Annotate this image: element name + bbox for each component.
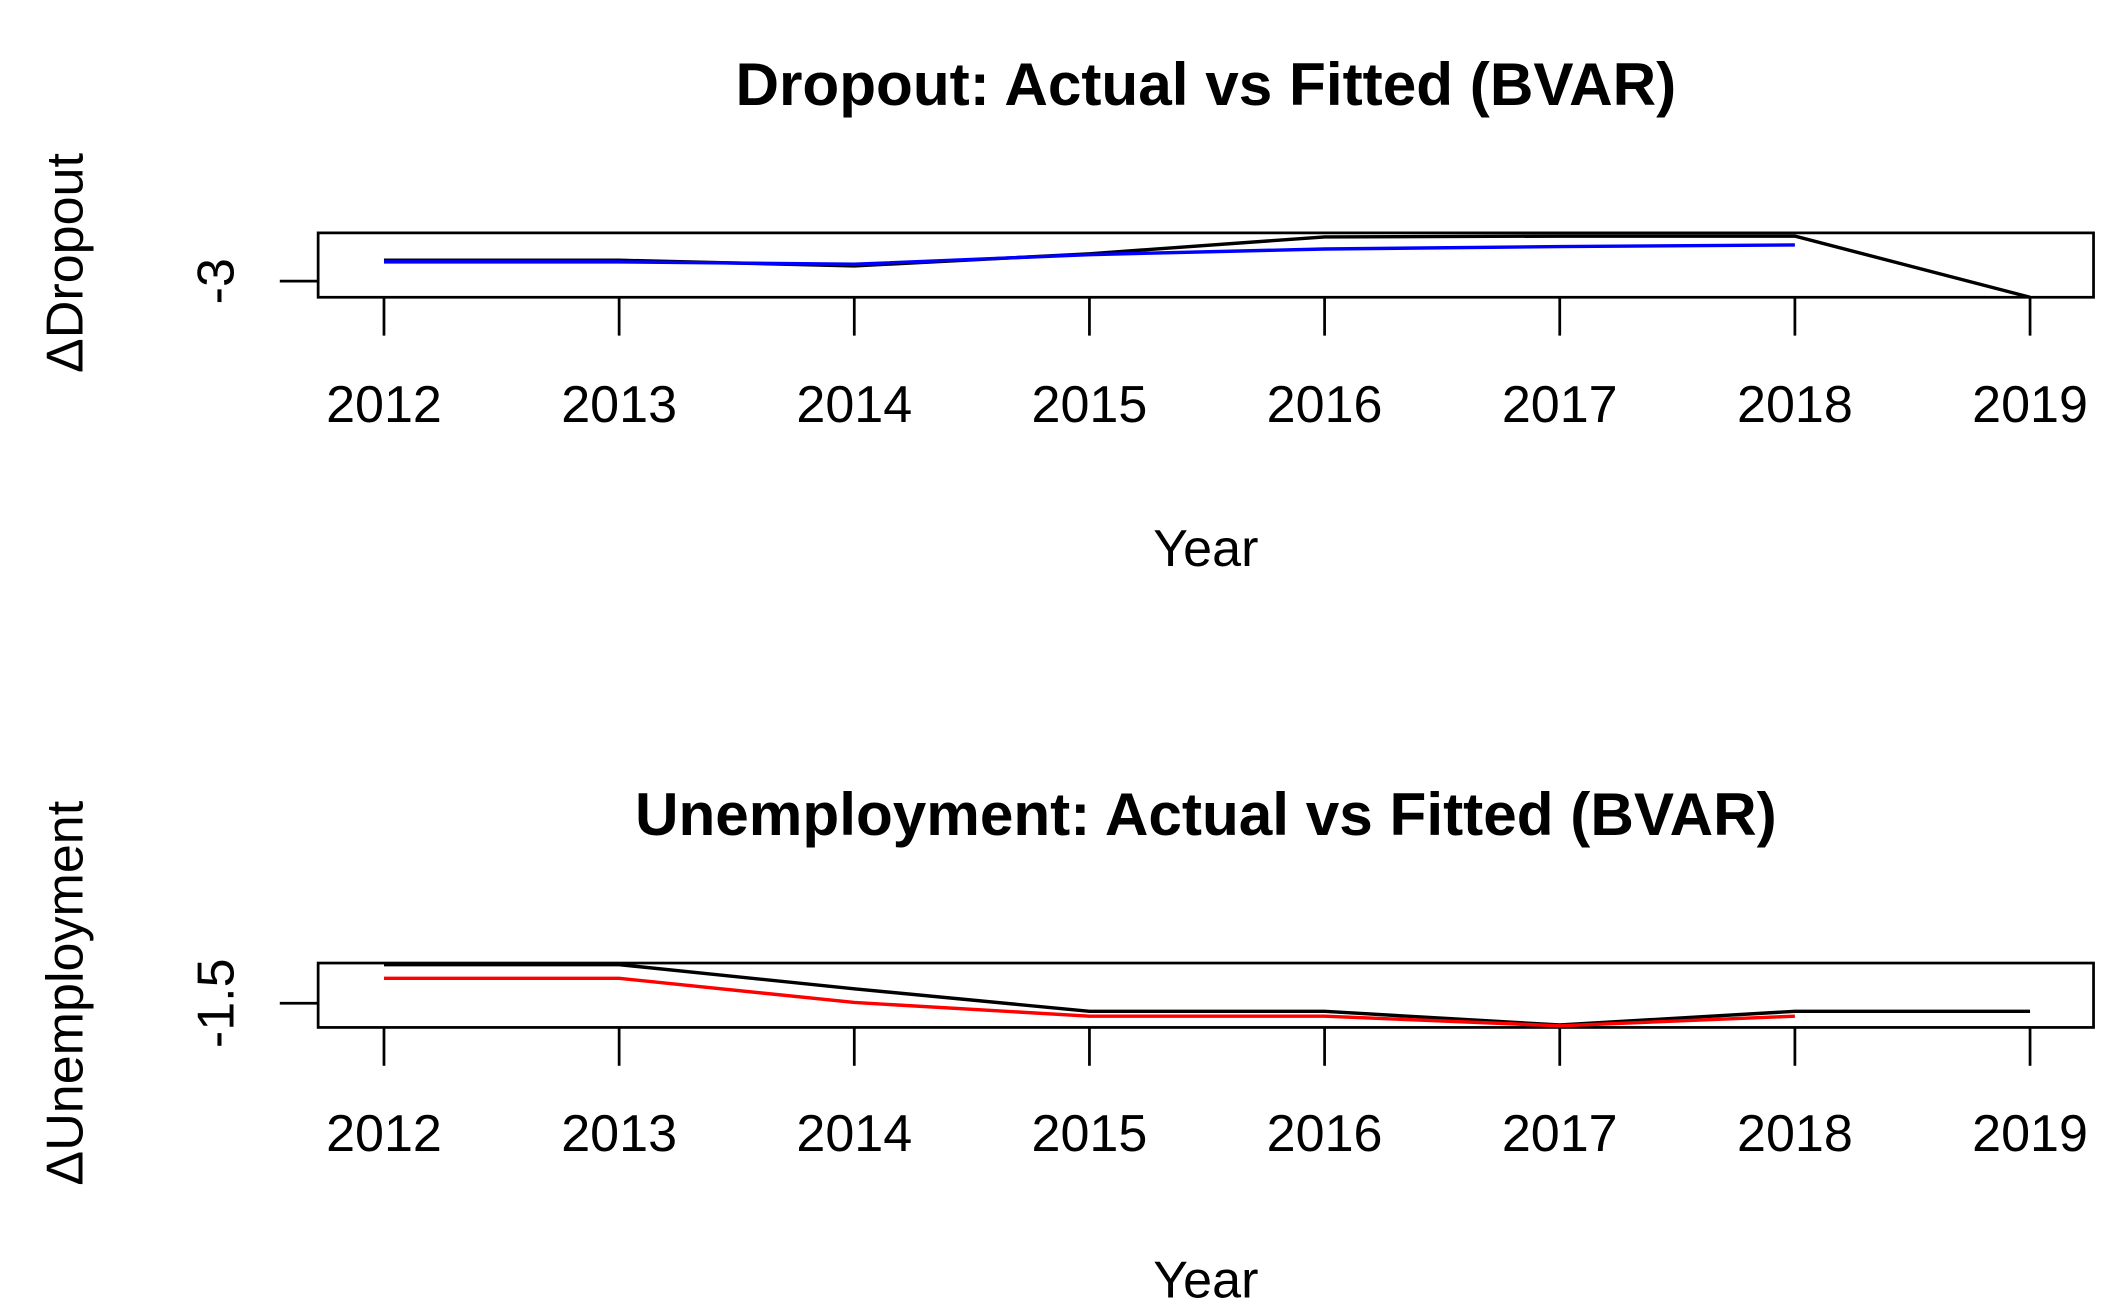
x-tick-label: 2016 [1267, 1105, 1383, 1163]
y-axis-label: ΔDropout [37, 153, 95, 373]
x-tick-label: 2012 [326, 1105, 442, 1163]
x-tick-label: 2019 [1972, 1105, 2088, 1163]
y-tick-label: -1.5 [187, 958, 245, 1048]
x-tick-label: 2014 [796, 1105, 912, 1163]
series-line [383, 962, 2031, 1027]
x-tick-label: 2019 [1972, 376, 2088, 434]
x-tick-label: 2015 [1032, 1105, 1148, 1163]
x-tick-label: 2014 [796, 376, 912, 434]
x-tick-label: 2018 [1737, 1105, 1853, 1163]
chart-title: Unemployment: Actual vs Fitted (BVAR) [635, 780, 1777, 848]
x-tick-label: 2017 [1502, 376, 1618, 434]
x-tick-label: 2013 [561, 1105, 677, 1163]
x-axis-label: Year [1153, 520, 1258, 578]
series-line [383, 243, 1795, 266]
x-tick-label: 2017 [1502, 1105, 1618, 1163]
y-tick-label: -3 [187, 258, 245, 304]
y-axis-label: ΔUnemployment [37, 800, 95, 1185]
x-tick-label: 2012 [326, 376, 442, 434]
plot-box [316, 961, 2095, 1029]
plot-box [316, 231, 2095, 299]
x-tick-label: 2018 [1737, 376, 1853, 434]
series-line [383, 976, 1795, 1028]
x-tick-label: 2013 [561, 376, 677, 434]
x-tick-label: 2015 [1032, 376, 1148, 434]
x-axis-label: Year [1153, 1251, 1258, 1309]
chart-title: Dropout: Actual vs Fitted (BVAR) [735, 50, 1676, 118]
x-tick-label: 2016 [1267, 376, 1383, 434]
